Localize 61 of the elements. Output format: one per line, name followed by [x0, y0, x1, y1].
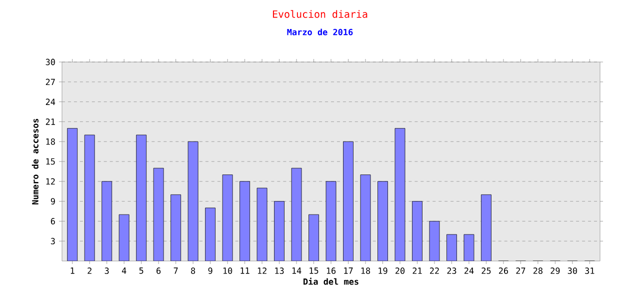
bar	[394, 128, 406, 261]
x-tick-label: 6	[156, 268, 161, 274]
y-tick-label: 9	[50, 198, 55, 205]
x-tick-label: 22	[430, 268, 439, 274]
y-tick-label: 15	[46, 158, 55, 165]
y-tick-label: 27	[46, 78, 55, 86]
x-tick-label: 11	[240, 268, 250, 274]
y-tick-label: 24	[46, 98, 56, 105]
y-tick-label: 18	[46, 138, 55, 145]
bar	[378, 181, 388, 261]
bar	[205, 208, 216, 261]
y-tick-label: 6	[50, 218, 55, 224]
y-tick-label: 3	[50, 238, 55, 244]
x-tick-label: 10	[223, 268, 232, 274]
bar	[308, 214, 319, 261]
x-tick-label: 15	[310, 268, 318, 274]
bar	[412, 201, 422, 261]
x-tick-label: 7	[174, 268, 178, 274]
bar	[343, 141, 354, 261]
x-tick-label: 30	[568, 268, 577, 274]
x-tick-label: 3	[104, 268, 109, 274]
x-tick-label: 28	[533, 268, 542, 274]
bar	[240, 181, 250, 261]
x-tick-label: 1	[70, 268, 74, 274]
x-axis-title: Dia del mes	[304, 278, 358, 285]
bar	[102, 181, 112, 261]
x-tick-label: 14	[292, 268, 302, 274]
x-tick-label: 19	[378, 268, 388, 274]
x-tick-label: 18	[361, 268, 370, 274]
x-tick-label: 31	[585, 268, 594, 274]
x-tick-label: 27	[516, 268, 526, 274]
bar	[274, 201, 284, 261]
x-tick-label: 16	[326, 268, 336, 274]
chart-title: Evolucion diaria	[272, 10, 368, 18]
x-tick-label: 5	[139, 268, 144, 274]
x-tick-label: 25	[482, 268, 491, 274]
x-tick-label: 29	[550, 268, 560, 274]
bar	[84, 134, 95, 261]
x-tick-label: 24	[464, 268, 474, 274]
x-tick-label: 21	[412, 268, 422, 274]
x-tick-label: 20	[396, 268, 405, 274]
bar	[118, 214, 130, 261]
chart-subtitle: Marzo de 2016	[287, 28, 353, 36]
bar	[481, 194, 492, 261]
x-tick-label: 8	[191, 268, 196, 274]
y-tick-label: 12	[46, 178, 55, 185]
x-tick-label: 17	[344, 268, 353, 274]
y-tick-label: 21	[46, 118, 55, 125]
x-tick-label: 4	[122, 268, 126, 274]
x-tick-label: 23	[447, 268, 456, 274]
x-tick-label: 12	[258, 268, 266, 274]
x-tick-label: 26	[498, 268, 508, 274]
y-axis-title: Numero de accesos	[32, 118, 38, 204]
bar	[446, 234, 457, 261]
x-tick-label: 9	[208, 268, 212, 274]
bar	[67, 128, 78, 261]
y-tick-label: 30	[46, 58, 55, 66]
x-tick-label: 13	[275, 268, 284, 274]
bar	[136, 134, 147, 261]
x-tick-label: 2	[88, 268, 92, 274]
bar	[170, 194, 182, 261]
